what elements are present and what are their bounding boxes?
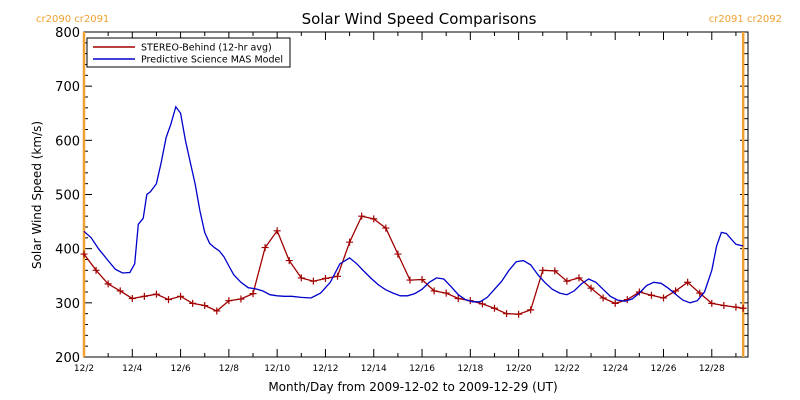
series-line-2 [83,105,744,304]
y-tick-label: 300 [55,297,80,312]
data-point [563,277,571,285]
data-point [430,287,438,295]
x-tick-label: 12/26 [651,364,677,374]
x-tick-label: 12/16 [409,364,435,374]
y-tick-label: 700 [55,80,80,95]
data-point [739,304,747,312]
legend-label-2: Predictive Science MAS Model [141,55,283,66]
data-point [92,266,100,274]
data-point [478,300,486,308]
data-point [575,274,583,282]
x-tick-label: 12/8 [219,364,239,374]
data-point [285,257,293,265]
x-tick-label: 12/4 [122,364,142,374]
data-point [297,274,305,282]
data-point [672,287,680,295]
legend-label-1: STEREO-Behind (12-hr avg) [141,43,272,54]
data-point [237,295,245,303]
series-layer: cr2090 cr2091 cr2091 cr2092 [36,14,782,357]
x-tick-label: 12/6 [170,364,190,374]
data-point [309,277,317,285]
data-point [587,284,595,292]
data-point [454,295,462,302]
data-point [152,290,160,298]
data-point [261,244,269,252]
axes-layer: 200 300 400 500 600 700 800 12/2 12/4 12/6 12/8 12/… [55,26,749,374]
data-point [490,304,498,312]
y-tick-label: 200 [55,351,80,366]
x-tick-label: 12/12 [312,364,338,374]
series-line-1 [83,215,744,315]
x-tick-label: 12/14 [361,364,387,374]
data-point [599,294,607,302]
carrington-marker-label: cr2091 cr2092 [709,14,782,25]
data-point [382,224,390,232]
data-point [273,227,281,235]
data-point [189,299,197,307]
data-point [647,291,655,299]
x-tick-label: 12/10 [264,364,290,374]
data-point [406,276,414,284]
data-point [732,303,740,311]
chart-title: Solar Wind Speed Comparisons [302,10,537,28]
data-point [611,299,619,307]
data-point [346,238,354,246]
y-tick-label: 600 [55,134,80,149]
data-point [708,299,716,307]
data-point [539,266,547,274]
data-point [80,250,88,258]
y-tick-label: 500 [55,189,80,204]
data-point [128,295,136,302]
data-point [551,267,559,275]
data-point [358,212,366,220]
data-point [201,302,209,310]
x-axis-label: Month/Day from 2009-12-02 to 2009-12-29 … [268,380,557,394]
y-tick-label: 400 [55,243,80,258]
data-point [635,288,643,296]
data-point [177,292,185,300]
data-point [527,306,535,314]
plot-frame [83,31,749,358]
data-point [321,274,329,282]
y-tick-label: 800 [55,26,80,41]
data-point [165,296,173,304]
carrington-marker-label: cr2090 cr2091 [36,14,109,25]
data-point [116,287,124,295]
data-point [442,289,450,297]
data-point [225,297,233,305]
data-point [334,272,342,280]
x-tick-label: 12/24 [602,364,628,374]
y-axis-label: Solar Wind Speed (km/s) [30,121,44,269]
x-tick-label: 12/2 [74,364,94,374]
data-point [720,302,728,310]
data-point [503,310,511,318]
x-tick-label: 12/20 [506,364,532,374]
legend-box [86,37,291,68]
data-point [659,294,667,302]
data-point [213,307,221,315]
x-tick-label: 12/28 [699,364,725,374]
legend: STEREO-Behind (12-hr avg)Predictive Scie… [86,37,291,68]
data-point [684,278,692,286]
data-point [370,215,378,223]
data-point [104,280,112,288]
data-point [696,289,704,297]
x-tick-label: 12/18 [457,364,483,374]
data-point [140,292,148,300]
data-point [515,310,523,318]
data-point [418,276,426,284]
x-tick-label: 12/22 [554,364,580,374]
data-point [394,250,402,258]
data-point [249,290,257,298]
